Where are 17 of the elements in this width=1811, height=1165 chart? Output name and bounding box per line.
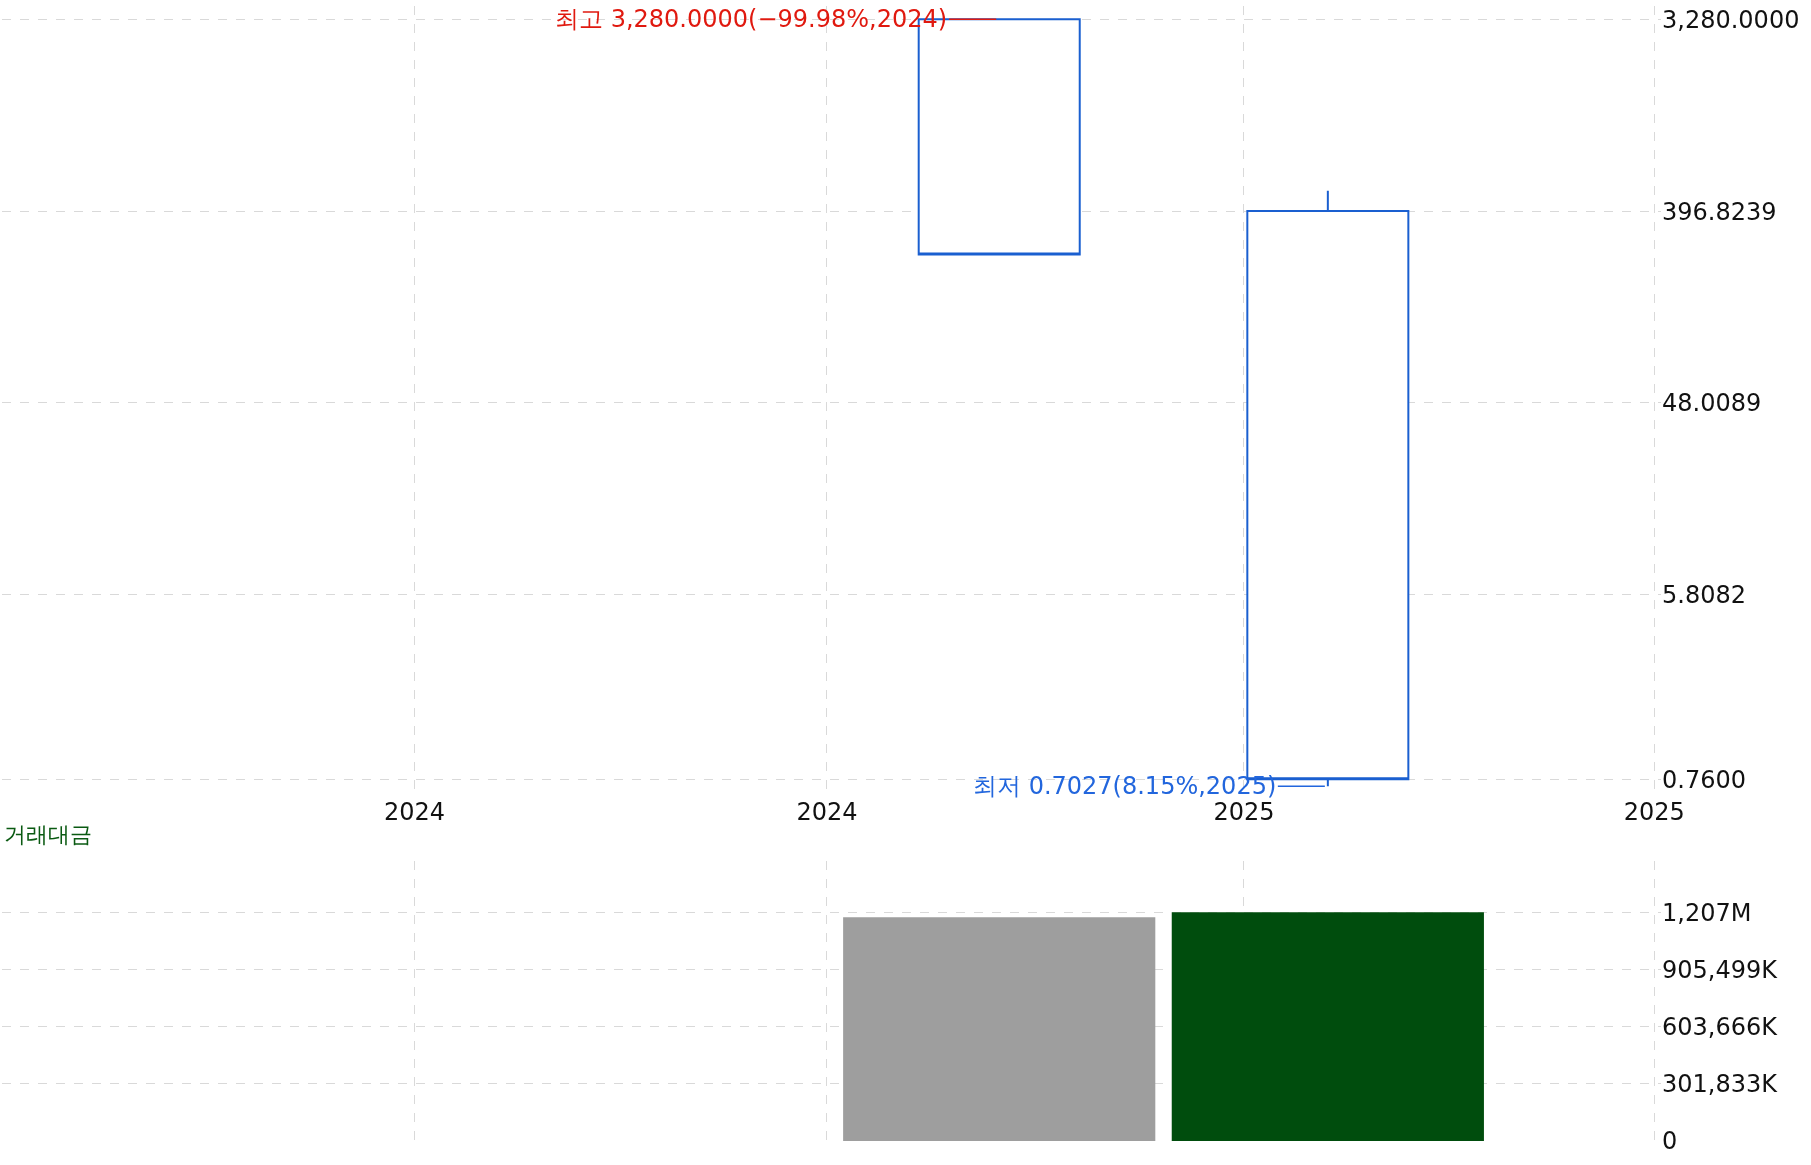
y-tick-label: 3,280.0000	[1662, 5, 1800, 34]
y-tick-label: 0	[1662, 1127, 1678, 1156]
y-tick-label: 48.0089	[1662, 389, 1762, 418]
y-tick-label: 396.8239	[1662, 197, 1777, 226]
chart-title: 거래대금	[4, 822, 92, 847]
y-tick-label: 905,499K	[1662, 955, 1779, 984]
annotation: 최고 3,280.0000(−99.98%,2024)	[555, 5, 948, 33]
y-tick-label: 0.7600	[1662, 765, 1746, 794]
x-tick-label: 2025	[1623, 797, 1685, 826]
x-tick-label: 2024	[796, 797, 858, 826]
annotation: 최저 0.7027(8.15%,2025)	[973, 772, 1277, 800]
x-tick-label: 2025	[1213, 797, 1275, 826]
y-tick-label: 1,207M	[1662, 898, 1752, 927]
x-tick-label: 2024	[383, 797, 446, 826]
y-tick-label: 5.8082	[1662, 581, 1746, 609]
y-tick-label: 301,833K	[1662, 1070, 1779, 1099]
y-tick-label: 603,666K	[1662, 1013, 1779, 1042]
